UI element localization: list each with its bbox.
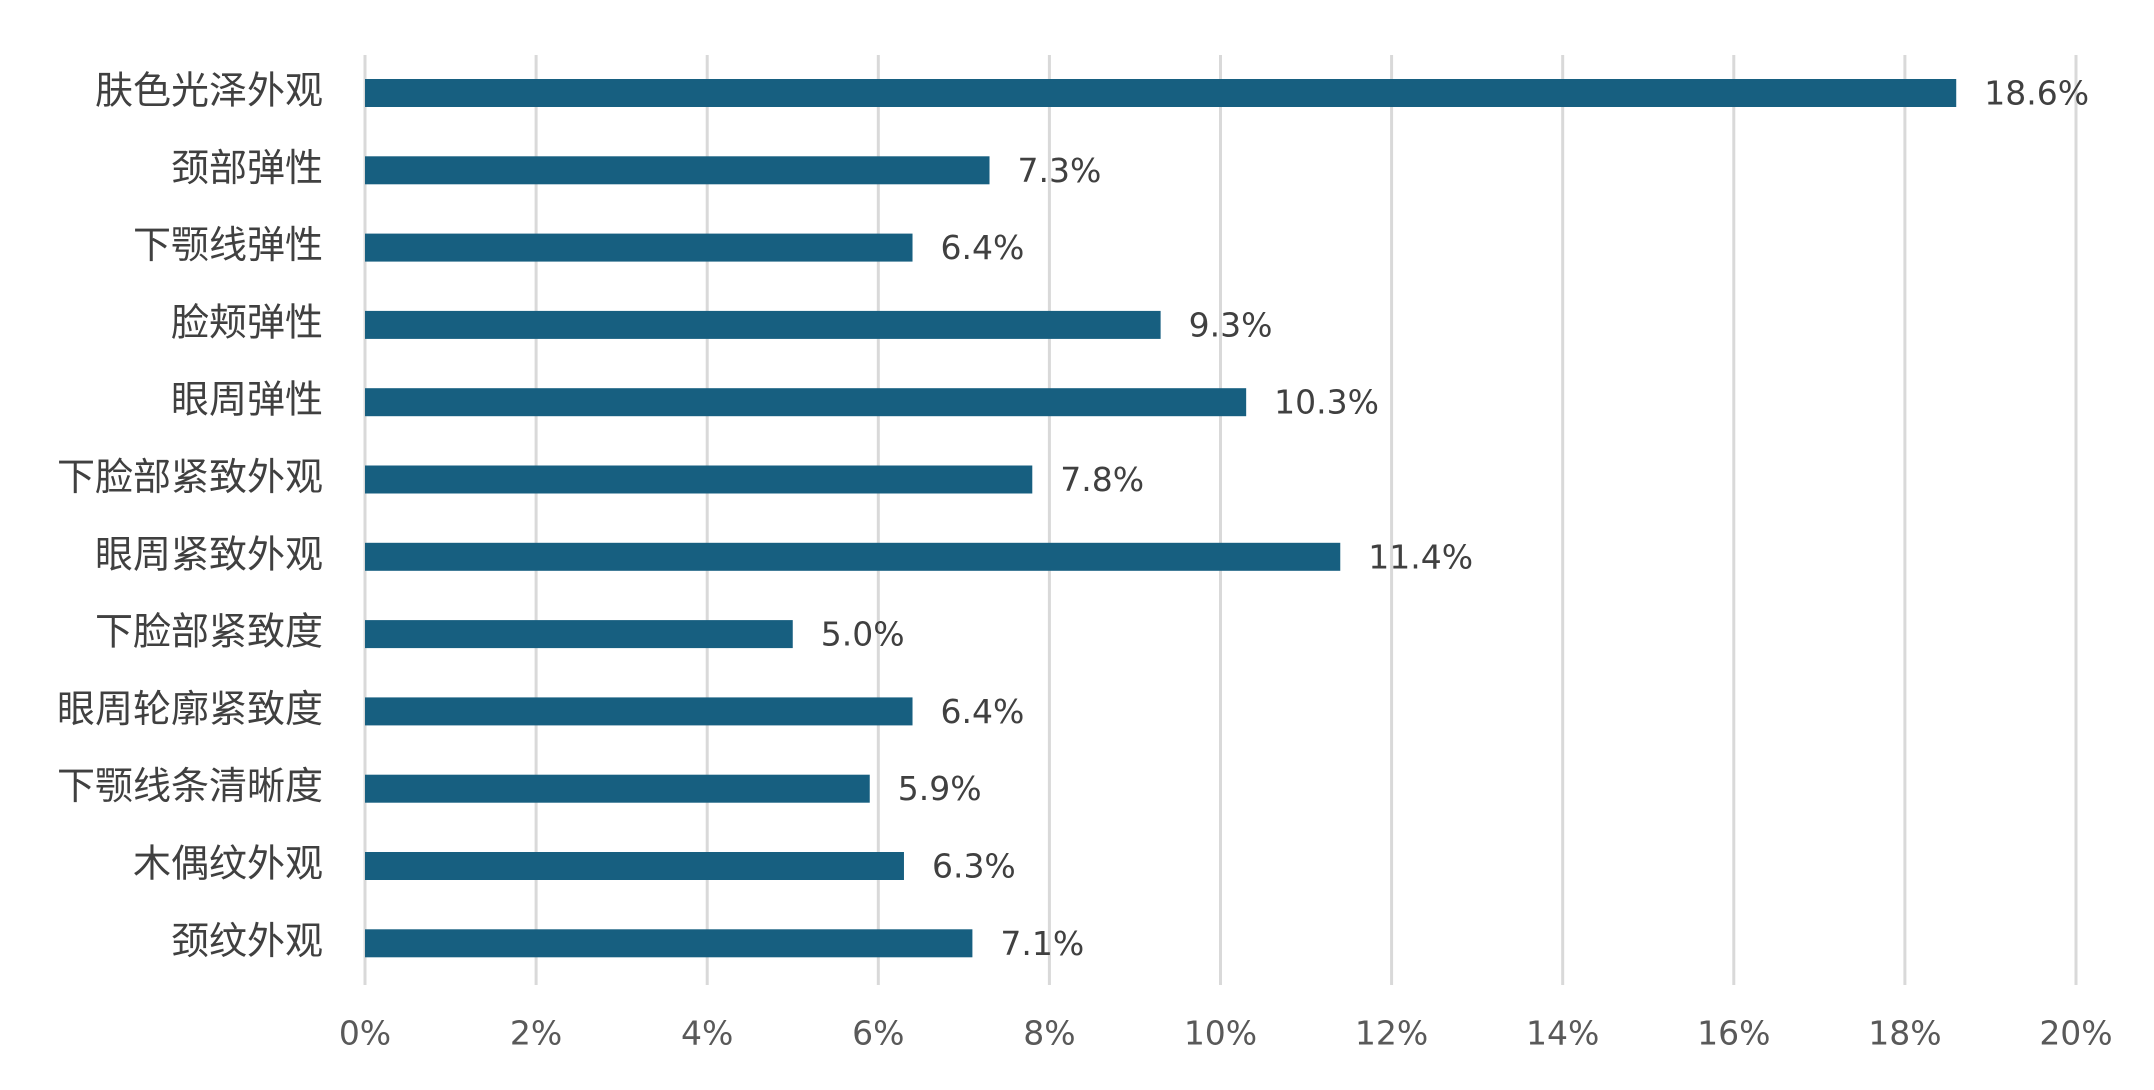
x-tick-label: 0%: [339, 1014, 391, 1053]
bar: [365, 79, 1957, 107]
bar: [365, 929, 973, 958]
data-label: 7.8%: [1060, 460, 1144, 499]
category-label: 颈纹外观: [171, 919, 323, 963]
x-tick-label: 16%: [1697, 1014, 1770, 1053]
x-tick-label: 10%: [1184, 1014, 1257, 1053]
bar: [365, 542, 1341, 571]
bar: [365, 388, 1247, 417]
category-label: 眼周紧致外观: [95, 532, 323, 576]
data-label: 6.3%: [932, 847, 1016, 886]
bar: [365, 233, 913, 262]
data-label: 5.9%: [898, 769, 982, 808]
data-label: 9.3%: [1189, 305, 1273, 344]
gridlines: [363, 55, 2078, 985]
bars: [365, 79, 1957, 958]
category-label: 下颚线条清晰度: [57, 764, 323, 808]
x-tick-label: 6%: [852, 1014, 904, 1053]
bar: [365, 697, 913, 726]
x-tick-label: 18%: [1868, 1014, 1941, 1053]
data-label: 18.6%: [1984, 74, 2089, 113]
category-label: 下颚线弹性: [133, 223, 323, 267]
category-labels: 肤色光泽外观颈部弹性下颚线弹性脸颊弹性眼周弹性下脸部紧致外观眼周紧致外观下脸部紧…: [57, 69, 323, 963]
bar: [365, 465, 1033, 494]
category-label: 下脸部紧致外观: [57, 455, 323, 499]
x-tick-label: 20%: [2039, 1014, 2112, 1053]
bar: [365, 620, 793, 649]
data-label: 11.4%: [1368, 537, 1473, 576]
value-labels: 18.6% 7.3% 6.4% 9.3%10.3% 7.8% 11.4% 5.0% 6.4% 5…: [821, 74, 2089, 963]
data-label: 6.4%: [941, 228, 1025, 267]
data-label: 5.0%: [821, 615, 905, 654]
category-label: 眼周弹性: [171, 378, 323, 422]
x-tick-label: 4%: [681, 1014, 733, 1053]
bar: [365, 156, 990, 185]
category-label: 肤色光泽外观: [95, 69, 323, 113]
x-tick-label: 14%: [1526, 1014, 1599, 1053]
x-tick-label: 12%: [1355, 1014, 1428, 1053]
bar: [365, 774, 870, 803]
x-tick-label: 2%: [510, 1014, 562, 1053]
category-label: 颈部弹性: [171, 146, 323, 190]
x-tick-labels: 0% 2% 4% 6% 8% 10% 12% 14% 16% 18% 20%: [339, 1014, 2113, 1053]
data-label: 7.3%: [1018, 151, 1102, 190]
category-label: 木偶纹外观: [133, 842, 323, 886]
data-label: 6.4%: [941, 692, 1025, 731]
category-label: 下脸部紧致度: [95, 610, 323, 654]
x-tick-label: 8%: [1023, 1014, 1075, 1053]
category-label: 脸颊弹性: [171, 300, 323, 344]
category-label: 眼周轮廓紧致度: [57, 687, 323, 731]
bar: [365, 852, 904, 880]
data-label: 7.1%: [1000, 924, 1084, 963]
bar: [365, 310, 1161, 339]
data-label: 10.3%: [1274, 383, 1379, 422]
